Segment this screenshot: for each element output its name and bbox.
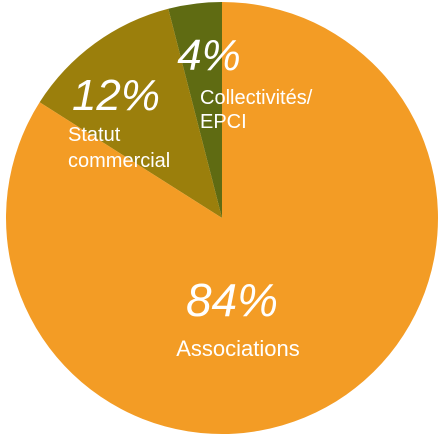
slice-label-collectivites-line2: EPCI [200,111,247,133]
slice-label-associations: Associations [176,336,300,361]
slice-associations [6,2,439,434]
slice-label-statut-commercial-line1: Statut [68,124,121,146]
slice-value-label-collectivites: 4% [177,31,241,80]
slice-statut-commercial [39,8,222,218]
pie-slices [6,2,439,434]
slice-label-statut-commercial-line2: commercial [68,150,170,172]
slice-collectivites [168,2,222,218]
slice-value-label-statut-commercial: 12% [72,71,160,120]
slice-label-collectivites-line1: Collectivités/ [200,87,313,109]
slice-value-label-associations: 84% [186,274,278,326]
